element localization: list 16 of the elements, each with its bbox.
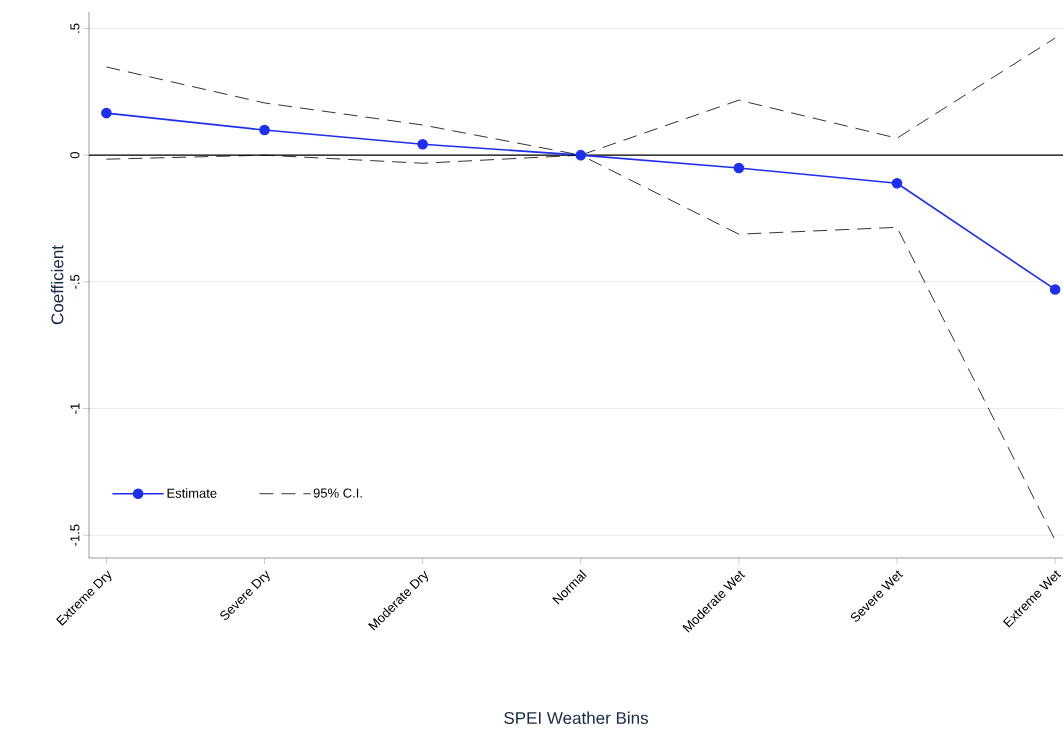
- y-tick-label: 0: [70, 152, 80, 159]
- point: [1049, 284, 1061, 295]
- y-axis-title: Coefficient: [50, 245, 64, 325]
- legend-label: Estimate: [167, 488, 217, 498]
- point: [101, 107, 112, 119]
- legend-label: 95% C.I.: [313, 488, 362, 498]
- point: [733, 162, 745, 174]
- y-tick-label: -.5: [70, 274, 80, 289]
- point: [575, 149, 587, 161]
- point: [259, 124, 270, 136]
- point: [891, 177, 903, 189]
- x-axis-title: SPEI Weather Bins: [504, 711, 648, 725]
- y-tick-label: -1: [70, 403, 80, 414]
- point: [417, 138, 428, 150]
- y-tick-label: .5: [70, 23, 80, 33]
- y-tick-label: -1.5: [70, 524, 80, 546]
